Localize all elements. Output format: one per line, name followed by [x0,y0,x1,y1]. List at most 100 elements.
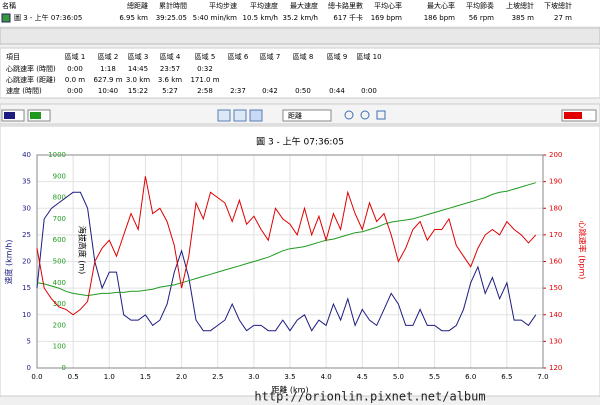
scrollbar[interactable] [0,27,600,45]
summary-cell: 56 rpm [469,14,494,22]
zoom-out[interactable] [360,110,370,120]
zone-cell: 0:00 [67,87,83,95]
y3-tick-label: 100 [53,343,66,351]
series-line [36,191,537,332]
summary-header: 平均節奏 [466,1,494,10]
summary-header: 累計時間 [159,1,187,10]
zoom-in[interactable] [344,110,354,120]
zone-cell: 心跳速率 (距離) [6,75,56,84]
view-button[interactable] [233,109,247,122]
watermark: http://orionlin.pixnet.net/album [254,390,485,404]
summary-cell: 5:40 min/km [193,14,238,22]
series-line [36,176,537,316]
y3-tick-label: 800 [53,194,66,202]
y3-axis-label: 海拔高度 (m) [78,226,88,275]
y-tick-label: 5 [27,337,31,345]
x-tick-label: 3.0 [248,373,259,381]
zone-cell: 0:42 [262,87,278,95]
summary-header: 平均速度 [250,1,278,10]
y2-tick-label: 130 [549,337,562,345]
zone-cell: 0:50 [295,87,311,95]
x-tick-label: 5.5 [429,373,440,381]
y-tick-label: 40 [22,151,31,159]
y-tick-label: 30 [22,204,31,212]
zone-cell: 23:57 [160,65,180,73]
y3-tick-label: 400 [53,279,66,287]
summary-header: 平均心率 [374,1,402,10]
y2-tick-label: 170 [549,231,562,239]
y3-tick-label: 700 [53,215,66,223]
y2-tick-label: 120 [549,364,562,372]
zone-header: 區域 10 [356,52,381,61]
y3-tick-label: 200 [53,321,66,329]
swatch [564,112,582,119]
y3-tick-label: 600 [53,236,66,244]
x-tick-label: 4.0 [321,373,332,381]
zone-cell: 3.0 km [126,76,150,84]
zone-cell: 15:22 [128,87,148,95]
y-tick-label: 20 [22,258,31,266]
x-tick-label: 4.5 [357,373,368,381]
zone-header: 區域 9 [327,52,348,61]
y2-tick-label: 160 [549,258,562,266]
zone-cell: 0:00 [361,87,377,95]
x-tick-label: 1.5 [140,373,151,381]
x-axis-dropdown[interactable] [282,109,332,122]
x-tick-label: 2.5 [212,373,223,381]
zone-cell: 10:40 [98,87,118,95]
y2-axis-label: 心跳速率 (bpm) [578,221,588,280]
zoom-fit[interactable] [376,110,386,120]
view-button[interactable] [249,109,263,122]
chart-title: 圖 3 - 上午 07:36:05 [256,136,344,148]
series-line [36,182,536,297]
summary-header: 下坡總計 [544,1,572,10]
summary-panel [0,0,600,26]
zone-cell: 3.6 km [158,76,182,84]
summary-cell: 27 m [554,14,572,22]
summary-header: 最大速度 [290,1,318,10]
zone-cell: 171.0 m [190,76,219,84]
zone-header: 區域 3 [128,52,149,61]
zone-header: 區域 4 [160,52,181,61]
zone-cell: 2:58 [197,87,213,95]
swatch [30,112,41,119]
zone-header: 區域 6 [228,52,249,61]
zone-header: 區域 5 [195,52,216,61]
x-tick-label: 7.0 [537,373,548,381]
summary-cell: 385 m [512,14,535,22]
x-tick-label: 2.0 [176,373,187,381]
zone-cell: 0.0 m [65,76,85,84]
zone-cell: 14:45 [128,65,148,73]
y3-tick-label: 500 [53,258,66,266]
x-axis-label: 距離 (km) [271,385,308,395]
zone-cell: 心跳速率 (時間) [6,64,56,73]
y-tick-label: 0 [27,364,31,372]
x-tick-label: 0.0 [31,373,42,381]
zone-panel [0,47,600,99]
y3-tick-label: 300 [53,300,66,308]
y-tick-label: 25 [22,231,31,239]
zone-header: 區域 1 [65,52,86,61]
x-tick-label: 1.0 [104,373,115,381]
y-tick-label: 10 [22,311,31,319]
summary-cell: 617 千卡 [333,13,363,22]
zone-header: 區域 2 [98,52,119,61]
summary-cell: 39:25.05 [156,14,187,22]
summary-header: 總卡路里數 [328,1,363,10]
swatch [4,112,15,119]
zone-header: 區域 7 [260,52,281,61]
x-tick-label: 6.0 [465,373,476,381]
plot-frame [36,154,544,369]
summary-cell: 6.95 km [119,14,148,22]
x-tick-label: 6.5 [501,373,512,381]
row-icon [1,13,11,23]
zone-cell: 速度 (時間) [6,86,42,95]
y2-tick-label: 150 [549,284,562,292]
zone-cell: 627.9 m [93,76,122,84]
dropdown-label[interactable]: 距離 [288,111,302,120]
view-button[interactable] [217,109,231,122]
zone-header: 區域 8 [293,52,314,61]
summary-header: 總距離 [127,1,148,10]
zone-cell: 0:32 [197,65,213,73]
